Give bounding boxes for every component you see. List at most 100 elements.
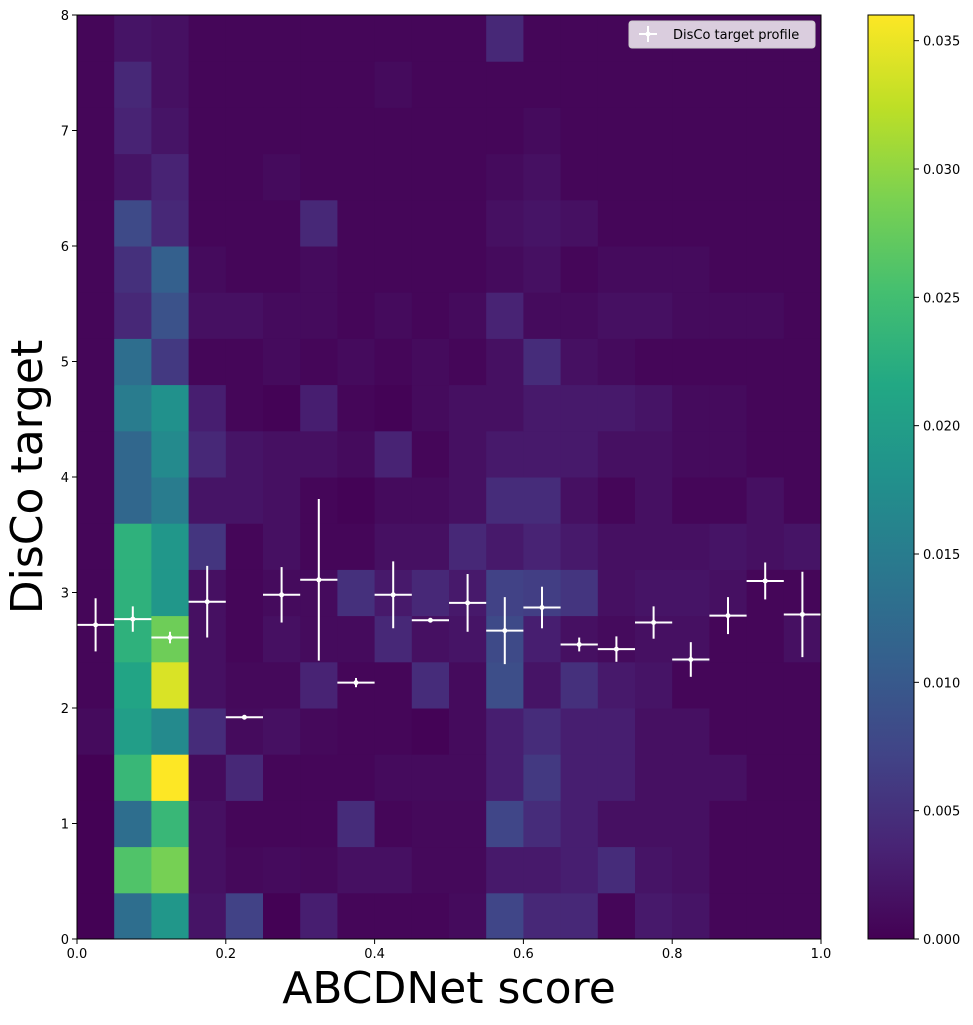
heatmap-cell: [523, 661, 562, 709]
heatmap-cell: [486, 292, 524, 339]
heatmap-cell: [449, 107, 487, 155]
profile-point: [300, 498, 338, 661]
heatmap-cell: [225, 199, 264, 247]
heatmap-cell: [560, 892, 599, 940]
heatmap-cell: [635, 430, 673, 478]
heatmap-cell: [374, 892, 413, 940]
heatmap-cell: [188, 892, 227, 940]
heatmap-cell: [114, 384, 152, 432]
profile-point: [225, 714, 263, 720]
heatmap-cell: [151, 430, 190, 478]
heatmap-cell: [746, 384, 785, 432]
heatmap-cell: [672, 430, 710, 478]
profile-point: [449, 574, 487, 632]
heatmap-cell: [374, 477, 413, 524]
heatmap-cell: [374, 15, 413, 62]
heatmap-cell: [77, 430, 115, 478]
heatmap-cell: [77, 107, 115, 155]
heatmap-cell: [114, 477, 152, 524]
heatmap-cell: [560, 384, 599, 432]
heatmap-cell: [523, 15, 562, 62]
legend[interactable]: DisCo target profile: [628, 20, 816, 49]
heatmap-cell: [597, 523, 636, 570]
heatmap-cell: [151, 246, 190, 293]
heatmap-cell: [225, 292, 264, 339]
heatmap-cell: [374, 107, 413, 155]
heatmap-cell: [337, 199, 376, 247]
heatmap-cell: [672, 569, 710, 617]
heatmap-cell: [449, 199, 487, 247]
heatmap-cell: [300, 708, 338, 755]
heatmap-cell: [597, 661, 636, 709]
heatmap-cell: [709, 846, 748, 894]
heatmap-cell: [337, 708, 376, 755]
heatmap-cell: [523, 892, 562, 940]
colorbar-tick-label: 0.000: [923, 933, 960, 948]
heatmap-cell: [783, 846, 822, 894]
heatmap-cell: [523, 292, 562, 339]
heatmap-cell: [188, 292, 227, 339]
heatmap-cell: [337, 892, 376, 940]
heatmap-cell: [523, 846, 562, 894]
heatmap-cell: [449, 708, 487, 755]
heatmap-cell: [151, 523, 190, 570]
heatmap-cell: [225, 430, 264, 478]
heatmap-cell: [411, 15, 450, 62]
heatmap-cell: [746, 107, 785, 155]
heatmap-cell: [672, 800, 710, 848]
heatmap-cell: [411, 153, 450, 201]
heatmap-cell: [300, 107, 338, 155]
heatmap-cell: [151, 569, 190, 617]
heatmap-cell: [449, 61, 487, 108]
heatmap-cell: [560, 338, 599, 386]
heatmap-cell: [597, 61, 636, 108]
heatmap-cell: [523, 153, 562, 201]
heatmap-cell: [709, 661, 748, 709]
heatmap-cell: [449, 846, 487, 894]
heatmap-cell: [114, 430, 152, 478]
heatmap-cell: [783, 430, 822, 478]
heatmap-cell: [783, 199, 822, 247]
heatmap-cell: [672, 292, 710, 339]
heatmap-cell: [337, 338, 376, 386]
profile-point: [672, 642, 710, 677]
heatmap-cell: [188, 523, 227, 570]
heatmap-cell: [746, 292, 785, 339]
heatmap-cell: [263, 246, 301, 293]
heatmap-cell: [449, 523, 487, 570]
heatmap-cell: [151, 754, 190, 801]
heatmap-cell: [486, 199, 524, 247]
profile-point: [560, 637, 598, 652]
heatmap-cell: [449, 15, 487, 62]
heatmap-cell: [225, 615, 264, 663]
heatmap-cell: [411, 107, 450, 155]
heatmap-cell: [225, 754, 264, 801]
heatmap-cell: [411, 246, 450, 293]
heatmap-cell: [411, 800, 450, 848]
heatmap-cell: [77, 661, 115, 709]
heatmap-cell: [374, 61, 413, 108]
heatmap-cell: [263, 661, 301, 709]
heatmap-cell: [114, 708, 152, 755]
profile-point: [337, 677, 375, 688]
heatmap-cell: [188, 661, 227, 709]
x-axis: 0.0 0.2 0.4 0.6 0.8 1.0: [67, 939, 831, 962]
profile-point: [114, 606, 152, 632]
heatmap-cell: [523, 430, 562, 478]
heatmap-cell: [746, 800, 785, 848]
x-tick-label: 0.4: [364, 947, 385, 962]
heatmap-cell: [77, 477, 115, 524]
heatmap-cell: [114, 15, 152, 62]
heatmap-cell: [635, 661, 673, 709]
heatmap-cell: [783, 384, 822, 432]
heatmap-cell: [114, 153, 152, 201]
heatmap-cell: [225, 800, 264, 848]
heatmap-cell: [746, 338, 785, 386]
heatmap-cell: [114, 338, 152, 386]
colorbar-ticks: 0.000 0.005 0.010 0.015 0.020 0.025 0.030 0.035: [914, 35, 960, 948]
heatmap-cell: [486, 153, 524, 201]
heatmap-cell: [77, 384, 115, 432]
heatmap-cell: [486, 61, 524, 108]
heatmap-cell: [709, 754, 748, 801]
heatmap-cell: [374, 846, 413, 894]
